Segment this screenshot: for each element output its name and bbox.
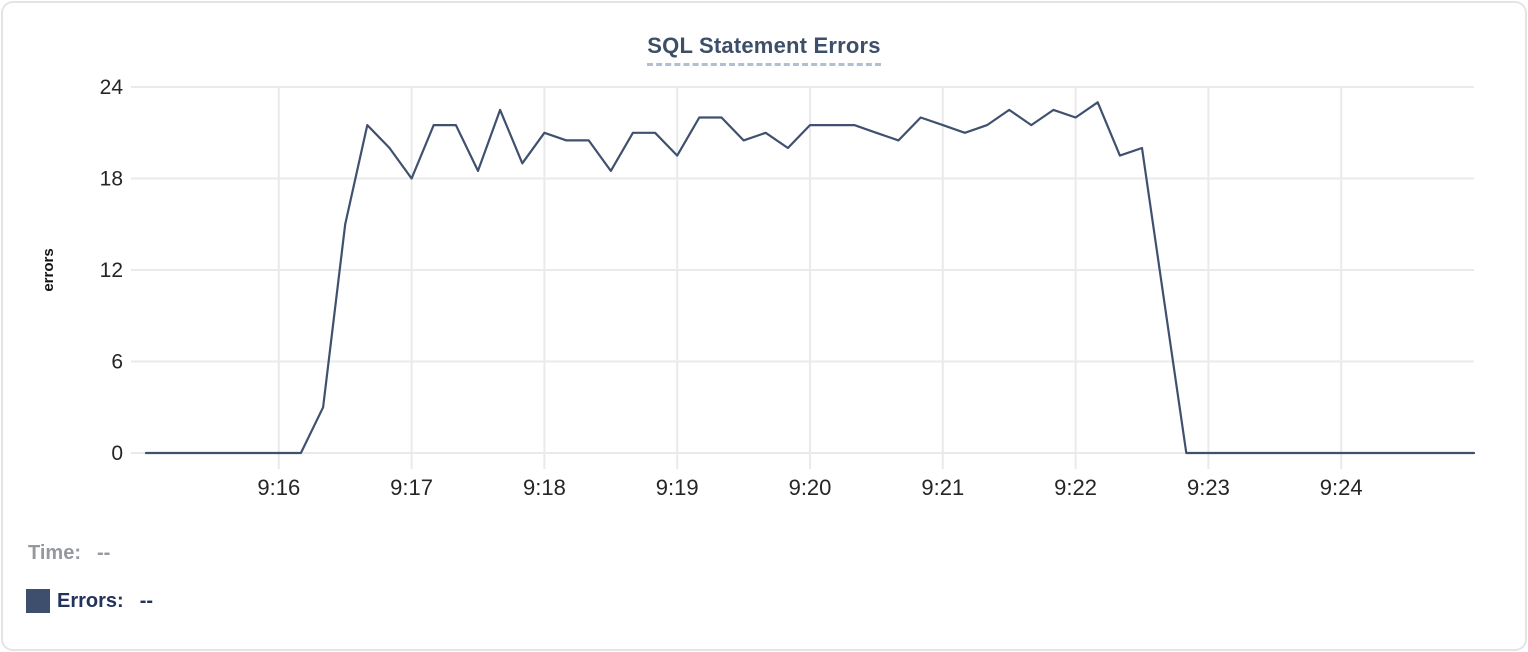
sql-errors-line-chart[interactable]: 0 6 12 18 24 9:16 9:17 9:18 9:19 9:20 9:21 9:22 9:23… xyxy=(3,3,1528,523)
y-axis-tick-label: 12 xyxy=(100,259,123,282)
y-axis-tick-label: 24 xyxy=(100,76,124,99)
tooltip-time-row: Time: -- xyxy=(28,542,110,565)
chart-title[interactable]: SQL Statement Errors xyxy=(647,33,881,66)
y-axis-tick-label: 18 xyxy=(100,168,123,191)
y-axis-tick-label: 0 xyxy=(111,442,123,465)
x-axis-tick-label: 9:23 xyxy=(1187,475,1230,500)
tooltip-errors-label: Errors: xyxy=(57,589,124,612)
tooltip-time-label: Time: xyxy=(28,542,81,564)
x-axis-tick-label: 9:21 xyxy=(921,475,964,500)
y-axis-title: errors xyxy=(40,248,57,291)
x-axis-tick-label: 9:20 xyxy=(789,475,832,500)
x-axis-tick-label: 9:16 xyxy=(257,475,300,500)
x-axis-tick-label: 9:22 xyxy=(1054,475,1097,500)
x-axis-tick-label: 9:19 xyxy=(656,475,699,500)
errors-series-swatch xyxy=(26,589,50,613)
tooltip-errors-value: -- xyxy=(139,589,154,612)
tooltip-time-value: -- xyxy=(96,542,111,564)
tooltip-errors-row: Errors: -- xyxy=(26,589,153,613)
errors-series-line xyxy=(144,101,1476,455)
chart-header: SQL Statement Errors xyxy=(3,33,1525,66)
x-axis-tick-label: 9:18 xyxy=(523,475,566,500)
x-axis-tick-label: 9:17 xyxy=(390,475,433,500)
y-axis-tick-label: 6 xyxy=(111,351,123,374)
x-axis-tick-label: 9:24 xyxy=(1320,475,1363,500)
